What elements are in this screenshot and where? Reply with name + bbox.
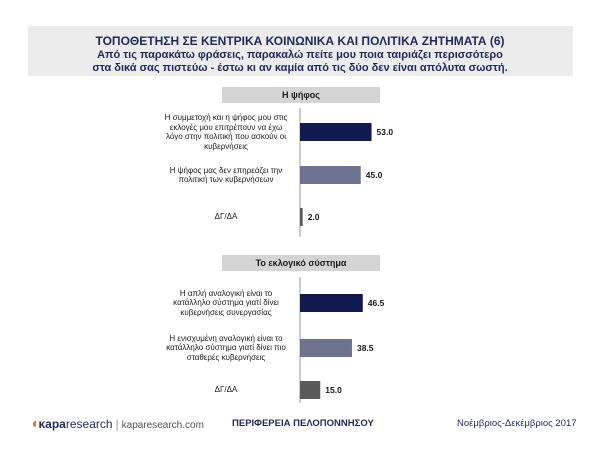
data-label: 45.0	[366, 170, 383, 180]
page-title: ΤΟΠΟΘΕΤΗΣΗ ΣΕ ΚΕΝΤΡΙΚΑ ΚΟΙΝΩΝΙΚΑ ΚΑΙ ΠΟΛ…	[95, 34, 505, 48]
page-subtitle: Από τις παρακάτω φράσεις, παρακαλώ πείτε…	[0, 49, 600, 75]
section-title-vote: Η ψήφος	[222, 87, 380, 103]
bar	[300, 123, 372, 141]
kapa-research-logo: ◖κaparesearch | kaparesearch.com	[30, 415, 204, 431]
header-band	[28, 26, 573, 76]
logo-icon: ◖	[30, 415, 39, 431]
bar	[300, 339, 352, 357]
subtitle-line-1: Από τις παρακάτω φράσεις, παρακαλώ πείτε…	[97, 49, 503, 61]
data-label: 53.0	[377, 127, 394, 137]
bar	[300, 381, 321, 399]
data-label: 2.0	[308, 212, 320, 222]
bar	[300, 166, 361, 184]
category-label-line: ΔΓ/ΔΑ	[214, 385, 238, 395]
data-label: 46.5	[368, 298, 385, 308]
category-label-line: Η ενισχυμένη αναλογική είναι το	[169, 333, 283, 343]
category-label-line: Η απλή αναλογική είναι το	[179, 288, 273, 298]
bar	[300, 208, 303, 226]
category-label-line: εκλογές μου επιτρέπουν να έχω	[169, 122, 283, 132]
logo-kapa: κapa	[38, 417, 66, 431]
logo-research: research	[65, 417, 113, 431]
logo-url: kaparesearch.com	[121, 420, 204, 431]
data-label: 15.0	[325, 385, 342, 395]
category-label-line: σταθερές κυβερνήσεις	[186, 352, 266, 362]
data-label: 38.5	[357, 343, 374, 353]
category-label-line: κυβερνήσεις	[204, 141, 248, 151]
category-label: Η ενισχυμένη αναλογική είναι το κατάλληλο…	[160, 334, 292, 363]
category-label: Η συμμετοχή και η ψήφος μου στις εκλογές …	[160, 113, 292, 151]
section-title-electoral-system: Το εκλογικό σύστημα	[222, 255, 380, 271]
category-label-line: ΔΓ/ΔΑ	[214, 212, 238, 222]
category-label-line: κατάλληλο σύστημα γιατί δίνει πιο	[166, 343, 286, 353]
category-label: Η απλή αναλογική είναι το κατάλληλο σύστη…	[160, 289, 292, 318]
category-label-line: Η ψήφος μας δεν επηρεάζει την	[169, 165, 283, 175]
category-label-line: πολιτική των κυβερνήσεων	[178, 175, 274, 184]
bar	[300, 294, 363, 312]
footer-date: Νοέμβριος-Δεκέμβριος 2017	[457, 418, 577, 429]
category-label-line: Η συμμετοχή και η ψήφος μου στις	[164, 113, 288, 122]
category-label-line: κατάλληλο σύστημα γιατί δίνει	[173, 298, 279, 308]
category-label-line: κυβερνήσεις συνεργασίας	[180, 307, 272, 317]
subtitle-line-2: στα δικά σας πιστεύω - έστω κι αν καμία …	[92, 62, 508, 74]
category-label: ΔΓ/ΔΑ	[160, 212, 292, 222]
category-label: Η ψήφος μας δεν επηρεάζει την πολιτική τω…	[160, 166, 292, 185]
category-label: ΔΓ/ΔΑ	[160, 385, 292, 395]
category-label-line: λόγο στην πολιτική που ασκούν οι	[165, 132, 287, 141]
logo-separator: |	[115, 417, 119, 431]
footer-region: ΠΕΡΙΦΕΡΕΙΑ ΠΕΛΟΠΟΝΝΗΣΟΥ	[232, 418, 374, 429]
